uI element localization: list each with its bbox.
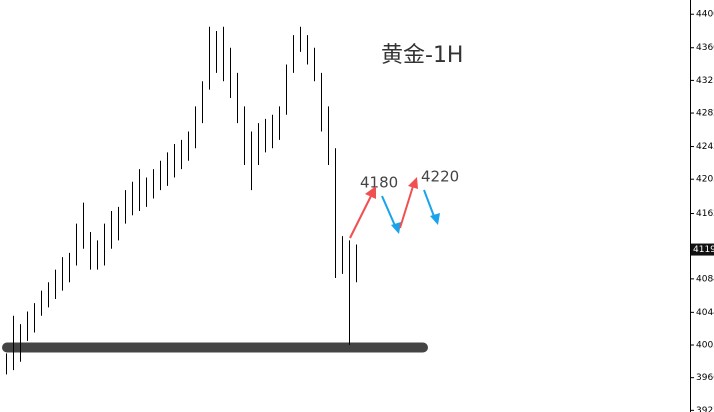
- arrow-down: [423, 189, 436, 220]
- y-tick-label: 4005: [696, 341, 714, 351]
- support-line: [2, 342, 428, 353]
- y-tick-label: 3966: [696, 373, 714, 383]
- arrow-up: [349, 191, 374, 239]
- arrow-head: [365, 186, 376, 199]
- last-price-label: 4119: [693, 245, 714, 255]
- y-tick-label: 3927: [696, 406, 714, 412]
- arrow-down: [381, 195, 397, 229]
- arrow-head: [391, 222, 401, 234]
- y-tick-label: 4321: [696, 76, 714, 86]
- y-tick-label: 4162: [696, 209, 714, 219]
- annotation: 4220: [421, 168, 459, 186]
- y-tick-label: 4360: [696, 43, 714, 53]
- arrows: [349, 177, 440, 239]
- annotation: 4180: [360, 174, 398, 192]
- arrow-head: [430, 213, 440, 225]
- y-tick-label: 4242: [696, 142, 714, 152]
- arrow-up: [399, 182, 415, 229]
- y-tick-label: 4203: [696, 175, 714, 185]
- last-price-box: [691, 243, 714, 256]
- chart-title: 黄金-1H: [381, 43, 463, 68]
- arrow-head: [408, 177, 418, 189]
- y-tick-label: 4282: [696, 109, 714, 119]
